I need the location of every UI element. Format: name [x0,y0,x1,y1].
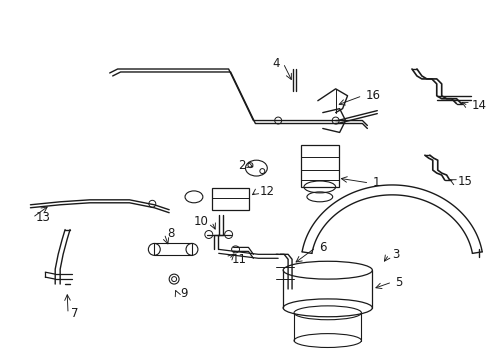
Text: 8: 8 [167,227,174,240]
Text: 16: 16 [365,89,380,102]
Text: 14: 14 [470,99,486,112]
Text: 9: 9 [180,288,187,301]
Bar [300,145,338,187]
Text: 3: 3 [391,248,399,261]
Text: 4: 4 [272,57,280,69]
Text: 11: 11 [231,253,246,266]
Text: 12: 12 [259,185,274,198]
Text: 13: 13 [35,211,50,224]
Text: 10: 10 [194,215,208,228]
Text: 15: 15 [457,175,471,189]
Text: 7: 7 [71,307,79,320]
Bar [154,243,192,255]
Bar [211,188,249,210]
Text: 6: 6 [318,241,325,254]
Text: 5: 5 [394,275,402,289]
Text: 2: 2 [238,159,245,172]
Text: 1: 1 [371,176,379,189]
